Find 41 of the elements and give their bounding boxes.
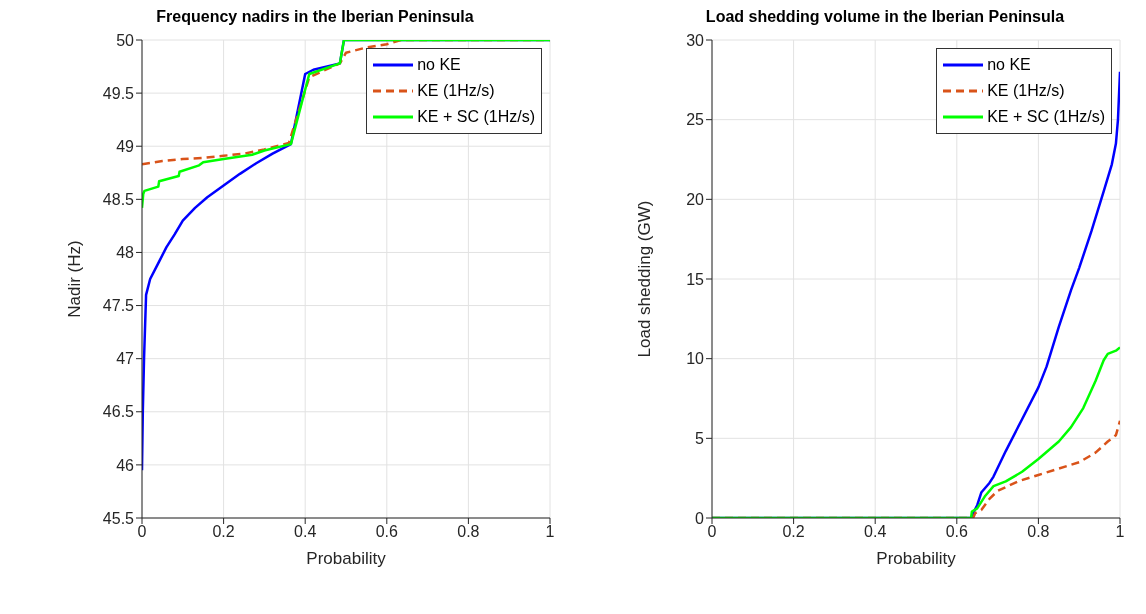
legend-label: KE (1Hz/s) (417, 82, 495, 100)
y-tick-label: 49.5 (102, 84, 135, 102)
legend-label: KE (1Hz/s) (987, 82, 1065, 100)
x-tick-label: 1 (1115, 523, 1125, 541)
x-tick-label: 0.6 (945, 523, 969, 541)
x-axis-title: Probability (876, 549, 957, 568)
y-tick-label: 0 (695, 509, 705, 527)
y-tick-label: 46.5 (102, 403, 135, 421)
legend-label: no KE (987, 56, 1031, 74)
x-axis-title: Probability (306, 549, 387, 568)
y-tick-label: 49 (116, 137, 135, 155)
y-tick-label: 47 (116, 350, 135, 368)
x-tick-label: 0.2 (212, 523, 235, 541)
y-tick-label: 50 (116, 31, 135, 49)
chart-title: Frequency nadirs in the Iberian Peninsula (155, 8, 475, 27)
y-tick-label: 48.5 (102, 191, 135, 209)
x-tick-label: 0.6 (375, 523, 399, 541)
y-tick-label: 45.5 (102, 509, 135, 527)
legend-label: KE + SC (1Hz/s) (417, 108, 535, 126)
y-axis-title: Load shedding (GW) (635, 200, 655, 358)
y-tick-label: 10 (686, 350, 705, 368)
y-tick-label: 25 (686, 111, 705, 129)
y-tick-label: 46 (116, 456, 135, 474)
x-tick-label: 0.8 (457, 523, 480, 541)
chart-title: Load shedding volume in the Iberian Peninsula (704, 8, 1066, 27)
x-tick-label: 0.8 (1027, 523, 1050, 541)
y-tick-label: 47.5 (102, 297, 135, 315)
legend-label: KE + SC (1Hz/s) (987, 108, 1105, 126)
x-tick-label: 0.4 (864, 523, 887, 541)
y-tick-label: 20 (686, 191, 705, 209)
y-tick-label: 48 (116, 244, 135, 262)
y-tick-label: 5 (695, 430, 705, 448)
x-tick-label: 0.2 (782, 523, 805, 541)
x-tick-label: 0 (707, 523, 717, 541)
x-tick-label: 0 (137, 523, 147, 541)
y-tick-label: 15 (686, 270, 705, 288)
y-tick-label: 30 (686, 31, 705, 49)
x-tick-label: 1 (545, 523, 555, 541)
legend-label: no KE (417, 56, 461, 74)
y-axis-title: Nadir (Hz) (65, 240, 85, 318)
x-tick-label: 0.4 (294, 523, 317, 541)
